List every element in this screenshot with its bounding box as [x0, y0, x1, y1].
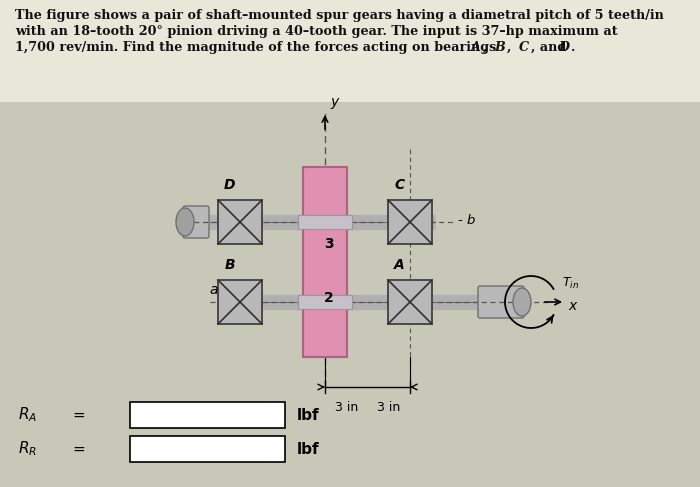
- Ellipse shape: [513, 288, 531, 316]
- Text: =: =: [72, 408, 85, 423]
- Text: A: A: [394, 258, 405, 272]
- Bar: [303, 167, 347, 357]
- Text: 3: 3: [324, 237, 334, 251]
- Text: 2: 2: [324, 291, 334, 305]
- Bar: [298, 295, 352, 309]
- Text: $R_A$: $R_A$: [18, 406, 37, 424]
- Text: The figure shows a pair of shaft–mounted spur gears having a diametral pitch of : The figure shows a pair of shaft–mounted…: [15, 9, 664, 22]
- Text: x: x: [568, 299, 576, 313]
- Bar: [130, 436, 285, 462]
- Text: C: C: [519, 41, 528, 54]
- Text: 3 in: 3 in: [377, 401, 400, 414]
- Ellipse shape: [176, 208, 194, 236]
- Text: C: C: [395, 178, 405, 192]
- Bar: [218, 200, 262, 244]
- Text: a: a: [209, 283, 218, 297]
- Text: ,: ,: [482, 41, 491, 54]
- Bar: [218, 280, 262, 324]
- Text: $T_{in}$: $T_{in}$: [562, 276, 579, 291]
- Text: y: y: [330, 95, 338, 109]
- Text: 3 in: 3 in: [335, 401, 358, 414]
- Text: D: D: [223, 178, 235, 192]
- Text: B: B: [225, 258, 235, 272]
- Text: ,: ,: [507, 41, 515, 54]
- Text: B: B: [495, 41, 505, 54]
- Text: $R_R$: $R_R$: [18, 440, 37, 458]
- Bar: [0, 0, 700, 102]
- Text: with an 18–tooth 20° pinion driving a 40–tooth gear. The input is 37–hp maximum : with an 18–tooth 20° pinion driving a 40…: [15, 25, 617, 38]
- Text: , and: , and: [531, 41, 570, 54]
- Bar: [388, 280, 432, 324]
- Text: D: D: [559, 41, 570, 54]
- Text: A: A: [470, 41, 480, 54]
- Text: lbf: lbf: [297, 408, 320, 423]
- Text: 1,700 rev/min. Find the magnitude of the forces acting on bearings: 1,700 rev/min. Find the magnitude of the…: [15, 41, 500, 54]
- Text: .: .: [570, 41, 575, 54]
- Bar: [130, 402, 285, 428]
- FancyBboxPatch shape: [478, 286, 524, 318]
- Text: - b: - b: [458, 213, 475, 226]
- Bar: [298, 215, 352, 229]
- Text: lbf: lbf: [297, 442, 320, 456]
- Text: =: =: [72, 442, 85, 456]
- FancyBboxPatch shape: [183, 206, 209, 238]
- Bar: [388, 200, 432, 244]
